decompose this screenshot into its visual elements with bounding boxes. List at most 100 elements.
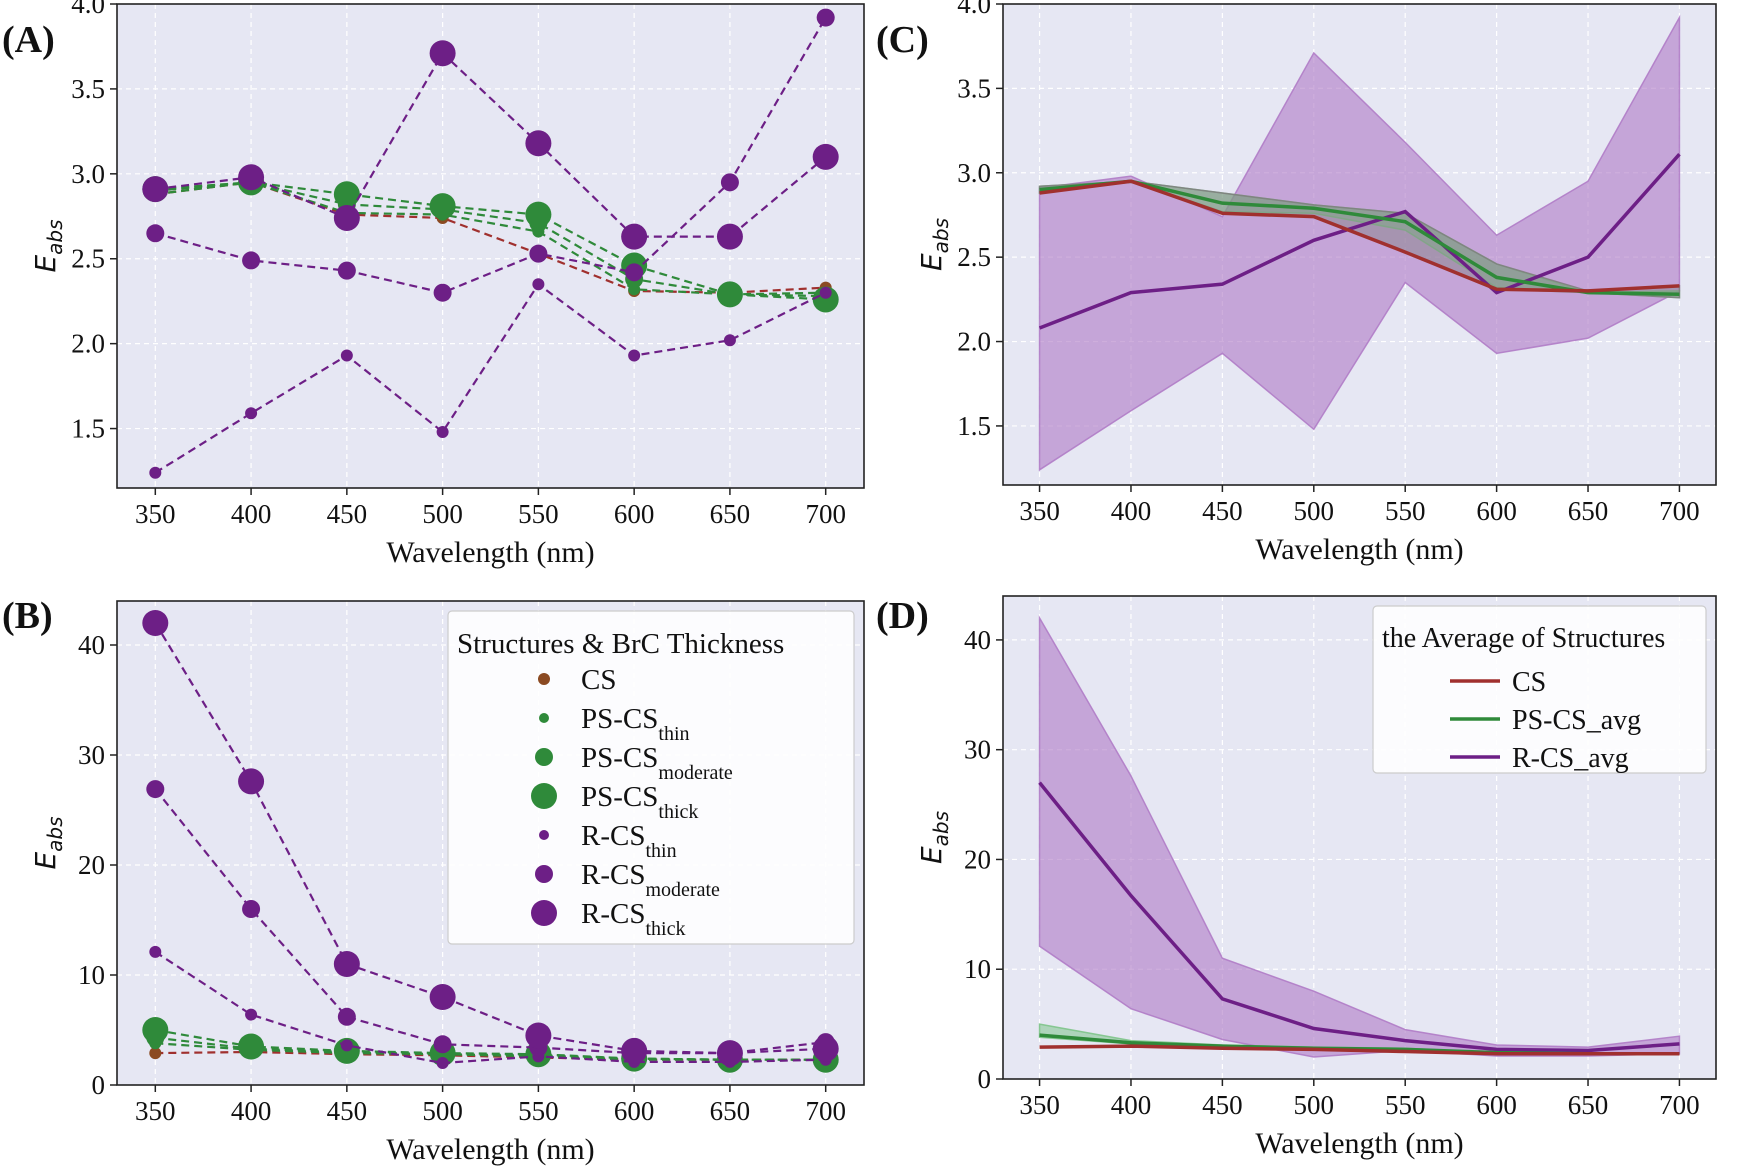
legend-entry-main: CS bbox=[581, 664, 616, 696]
y-axis-title-main: E bbox=[29, 255, 62, 273]
series-r-cs-avg-line bbox=[1038, 781, 1680, 1053]
x-axis-title: Wavelength (nm) bbox=[386, 536, 594, 569]
y-tick-label: 2.0 bbox=[71, 329, 105, 359]
series-ps-cs-thick-line bbox=[155, 181, 826, 301]
series-cs-line bbox=[1039, 179, 1680, 293]
series-r-cs-thin-point bbox=[532, 278, 545, 291]
series-r-cs-moderate-point bbox=[146, 780, 165, 799]
x-tick-label: 650 bbox=[1568, 1090, 1609, 1120]
y-tick-label: 10 bbox=[78, 960, 105, 990]
y-tick-label: 2.5 bbox=[957, 242, 991, 272]
panel-a: 350 400 450 500 550 600 650 700 1.5 2.0 2.5 3.0 3.5 4… bbox=[2, 0, 865, 569]
series-ps-cs-thick-point bbox=[142, 1017, 169, 1043]
y-tick-label: 4.0 bbox=[71, 0, 105, 19]
y-tick-label: 3.5 bbox=[957, 73, 991, 103]
series-r-cs-thick-point bbox=[812, 143, 839, 170]
panel-label: (D) bbox=[876, 595, 929, 637]
y-tick-label: 20 bbox=[78, 850, 105, 880]
series-r-cs-thick-point bbox=[429, 40, 456, 67]
series-r-cs-thick-point bbox=[333, 951, 360, 977]
series-cs-line bbox=[155, 1050, 826, 1061]
series-r-cs-thick-point bbox=[812, 1035, 839, 1062]
panel-label: (A) bbox=[2, 19, 55, 61]
series-ps-cs-thick-point bbox=[238, 1033, 265, 1060]
panel-label: (B) bbox=[2, 595, 53, 637]
x-tick-label: 500 bbox=[1294, 496, 1335, 526]
legend-marker bbox=[531, 900, 557, 926]
y-tick-label: 10 bbox=[964, 954, 991, 984]
y-tick-label: 30 bbox=[78, 740, 105, 770]
legend-entry-label: R-CS_avg bbox=[1512, 743, 1629, 774]
series-r-cs-thin-point bbox=[628, 349, 641, 362]
series-r-cs-thick-point bbox=[238, 768, 265, 795]
legend-marker bbox=[539, 830, 549, 840]
series-r-cs-thick-line bbox=[155, 51, 827, 238]
plot-frame bbox=[1002, 595, 1717, 1080]
series-r-cs-thin-point bbox=[149, 945, 162, 958]
y-axis-title-main: E bbox=[915, 846, 948, 864]
series-r-cs-thin-point bbox=[723, 334, 736, 347]
legend-entry-sub: thin bbox=[645, 840, 676, 862]
series-r-cs-thick-point bbox=[333, 204, 360, 231]
legend-entry-main: PS-CS bbox=[581, 742, 658, 774]
x-tick-label: 650 bbox=[710, 499, 751, 529]
legend-entry-main: PS-CS bbox=[581, 703, 658, 735]
x-tick-label: 600 bbox=[1476, 1090, 1517, 1120]
series-r-cs-moderate-point bbox=[816, 8, 835, 27]
y-tick-label: 40 bbox=[78, 630, 105, 660]
series-r-cs-moderate-point bbox=[337, 1007, 356, 1026]
plot-background bbox=[117, 4, 864, 488]
legend-entry-label: PS-CSthin bbox=[581, 703, 690, 745]
series-ps-cs-thick-line bbox=[155, 1028, 826, 1061]
panel-c: 350 400 450 500 550 600 650 700 1.5 2.0 2.5 3.0 3.5 4… bbox=[876, 0, 1717, 566]
legend-title: Structures & BrC Thickness bbox=[457, 628, 784, 660]
series-r-cs-moderate-point bbox=[720, 173, 739, 192]
legend-title: the Average of Structures bbox=[1382, 623, 1665, 654]
y-axis-title: Eabs bbox=[29, 816, 67, 869]
series-ps-cs-thick-point bbox=[716, 281, 743, 308]
legend-entry-main: R-CS bbox=[581, 859, 645, 891]
legend-entry-sub: moderate bbox=[658, 762, 733, 784]
series-ps-cs-thick-point bbox=[525, 201, 552, 228]
y-axis-title-sub: abs bbox=[929, 218, 953, 253]
y-axis-title-main: E bbox=[29, 852, 62, 870]
legend-entry-sub: thick bbox=[658, 801, 698, 823]
x-tick-label: 700 bbox=[1659, 496, 1700, 526]
x-tick-label: 500 bbox=[422, 499, 463, 529]
x-tick-label: 500 bbox=[1294, 1090, 1335, 1120]
legend-entry-main: R-CS bbox=[581, 820, 645, 852]
y-tick-label: 3.0 bbox=[71, 159, 105, 189]
legend-entry-main: PS-CS bbox=[581, 781, 658, 813]
x-tick-label: 450 bbox=[1202, 1090, 1243, 1120]
y-axis-title: Eabs bbox=[915, 811, 953, 864]
series-r-cs-thin-point bbox=[340, 1039, 353, 1052]
series-r-cs-thick-point bbox=[525, 1022, 552, 1049]
y-tick-label: 20 bbox=[964, 844, 991, 874]
series-r-cs-thin-point bbox=[245, 407, 258, 420]
legend-box bbox=[447, 610, 855, 945]
series-r-cs-thin-point bbox=[436, 425, 449, 438]
series-ps-cs-thick-point bbox=[333, 181, 360, 208]
y-axis-title: Eabs bbox=[29, 219, 67, 272]
series-r-cs-thick-point bbox=[238, 164, 265, 191]
legend-entry-sub: thick bbox=[645, 918, 685, 940]
y-tick-label: 2.0 bbox=[957, 327, 991, 357]
series-r-cs-thick-point bbox=[621, 1037, 648, 1064]
legend-marker bbox=[535, 865, 553, 883]
series-r-cs-thin-point bbox=[819, 286, 832, 299]
series-r-cs-thin-point bbox=[245, 1008, 258, 1021]
legend-entry-label: CS bbox=[1512, 667, 1546, 698]
series-r-cs-thin-point bbox=[340, 349, 353, 362]
series-r-cs-moderate-point bbox=[529, 244, 548, 263]
series-r-cs-thick-point bbox=[142, 176, 169, 203]
series-r-cs-moderate-point bbox=[242, 251, 261, 270]
x-tick-label: 450 bbox=[1202, 496, 1243, 526]
legend: the Average of Structures CS PS-CS_avg R-CS… bbox=[1372, 605, 1707, 774]
panel-d: 350 400 450 500 550 600 650 700 0 10 20 30 40 Wavelen… bbox=[876, 595, 1717, 1160]
x-tick-label: 600 bbox=[614, 1096, 655, 1126]
series-r-cs-thin-line bbox=[154, 282, 827, 474]
series-ps-cs-thick-point bbox=[429, 193, 456, 220]
y-axis-title-sub: abs bbox=[43, 816, 67, 851]
legend-entry-sub: thin bbox=[658, 723, 689, 745]
